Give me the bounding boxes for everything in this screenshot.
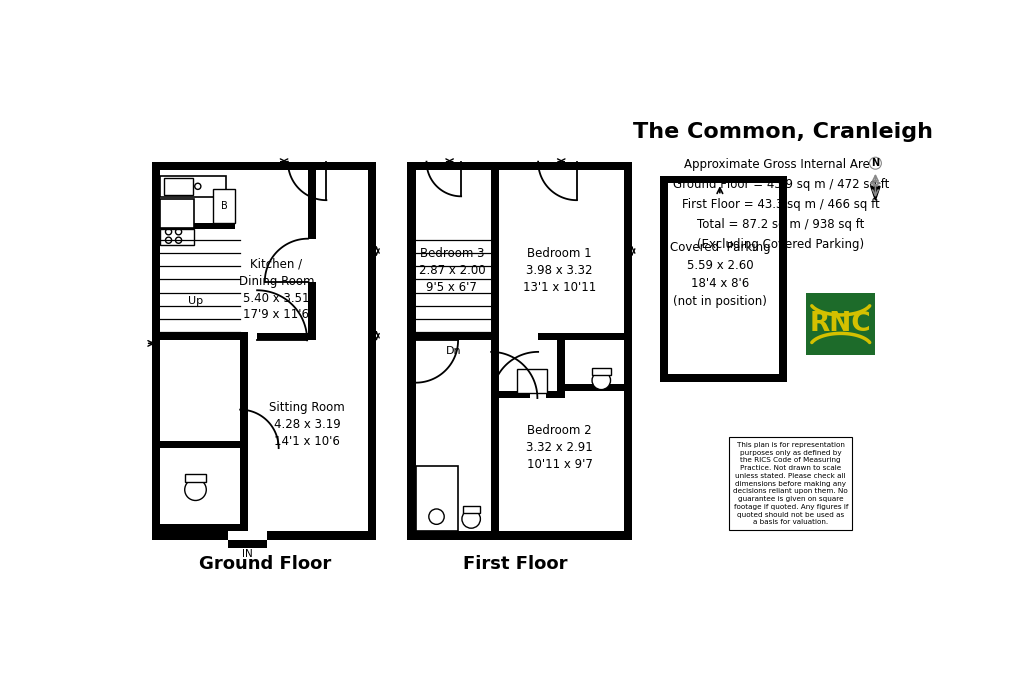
Circle shape xyxy=(462,510,480,528)
Text: First Floor: First Floor xyxy=(463,556,567,573)
Text: N: N xyxy=(870,158,878,168)
Polygon shape xyxy=(160,175,225,197)
Polygon shape xyxy=(623,162,632,540)
Text: Covered  Parking
5.59 x 2.60
18'4 x 8'6
(not in position): Covered Parking 5.59 x 2.60 18'4 x 8'6 (… xyxy=(668,241,769,307)
Text: IN: IN xyxy=(242,549,253,558)
Text: Ground Floor: Ground Floor xyxy=(199,556,330,573)
Text: This plan is for representation
purposes only as defined by
the RICS Code of Mea: This plan is for representation purposes… xyxy=(733,442,847,525)
Polygon shape xyxy=(160,229,194,245)
Polygon shape xyxy=(805,293,874,355)
Polygon shape xyxy=(491,391,530,398)
Circle shape xyxy=(184,479,206,500)
Polygon shape xyxy=(308,282,315,340)
Text: Bedroom 3
2.87 x 2.00
9'5 x 6'7: Bedroom 3 2.87 x 2.00 9'5 x 6'7 xyxy=(418,247,485,294)
Polygon shape xyxy=(491,339,498,531)
Polygon shape xyxy=(368,162,376,540)
Polygon shape xyxy=(185,475,205,482)
Polygon shape xyxy=(659,175,666,382)
Polygon shape xyxy=(416,466,458,531)
Polygon shape xyxy=(491,170,498,531)
Polygon shape xyxy=(591,368,610,375)
Polygon shape xyxy=(659,374,780,382)
Polygon shape xyxy=(267,531,376,540)
Polygon shape xyxy=(257,333,315,340)
Polygon shape xyxy=(556,340,565,398)
Polygon shape xyxy=(491,340,498,398)
Polygon shape xyxy=(308,170,315,239)
Polygon shape xyxy=(556,384,631,391)
Polygon shape xyxy=(463,506,479,513)
Polygon shape xyxy=(517,369,546,394)
Polygon shape xyxy=(491,170,498,531)
Polygon shape xyxy=(227,540,267,548)
Polygon shape xyxy=(491,170,498,340)
Polygon shape xyxy=(152,162,376,170)
Polygon shape xyxy=(545,391,565,398)
Polygon shape xyxy=(779,175,786,382)
Text: Up: Up xyxy=(187,296,203,306)
Text: Bedroom 2
3.32 x 2.91
10'11 x 9'7: Bedroom 2 3.32 x 2.91 10'11 x 9'7 xyxy=(526,424,592,471)
Polygon shape xyxy=(160,524,239,531)
Polygon shape xyxy=(164,178,193,194)
Text: Approximate Gross Internal Area
Ground Floor = 43.9 sq m / 472 sq ft
First Floor: Approximate Gross Internal Area Ground F… xyxy=(672,158,888,252)
Polygon shape xyxy=(407,162,632,170)
Polygon shape xyxy=(152,531,227,540)
Text: Sitting Room
4.28 x 3.19
14'1 x 10'6: Sitting Room 4.28 x 3.19 14'1 x 10'6 xyxy=(269,401,344,447)
Circle shape xyxy=(591,371,610,390)
Polygon shape xyxy=(407,162,416,540)
Text: B: B xyxy=(220,201,227,211)
Polygon shape xyxy=(416,333,491,340)
Text: Kitchen /
Dining Room
5.40 x 3.51
17'9 x 11'6: Kitchen / Dining Room 5.40 x 3.51 17'9 x… xyxy=(238,258,314,322)
Polygon shape xyxy=(152,162,160,540)
Text: Dn: Dn xyxy=(445,346,461,356)
Polygon shape xyxy=(407,531,632,540)
Polygon shape xyxy=(160,333,239,340)
Polygon shape xyxy=(160,229,194,245)
Polygon shape xyxy=(213,188,234,223)
Polygon shape xyxy=(659,175,780,183)
Polygon shape xyxy=(538,333,631,340)
Polygon shape xyxy=(870,186,879,200)
Polygon shape xyxy=(160,441,239,448)
Text: The Common, Cranleigh: The Common, Cranleigh xyxy=(633,122,932,141)
Text: Bedroom 1
3.98 x 3.32
13'1 x 10'11: Bedroom 1 3.98 x 3.32 13'1 x 10'11 xyxy=(523,247,596,294)
Polygon shape xyxy=(160,222,234,229)
Text: RNC: RNC xyxy=(809,311,870,337)
Circle shape xyxy=(428,509,443,524)
Polygon shape xyxy=(160,199,194,228)
Polygon shape xyxy=(239,332,248,531)
